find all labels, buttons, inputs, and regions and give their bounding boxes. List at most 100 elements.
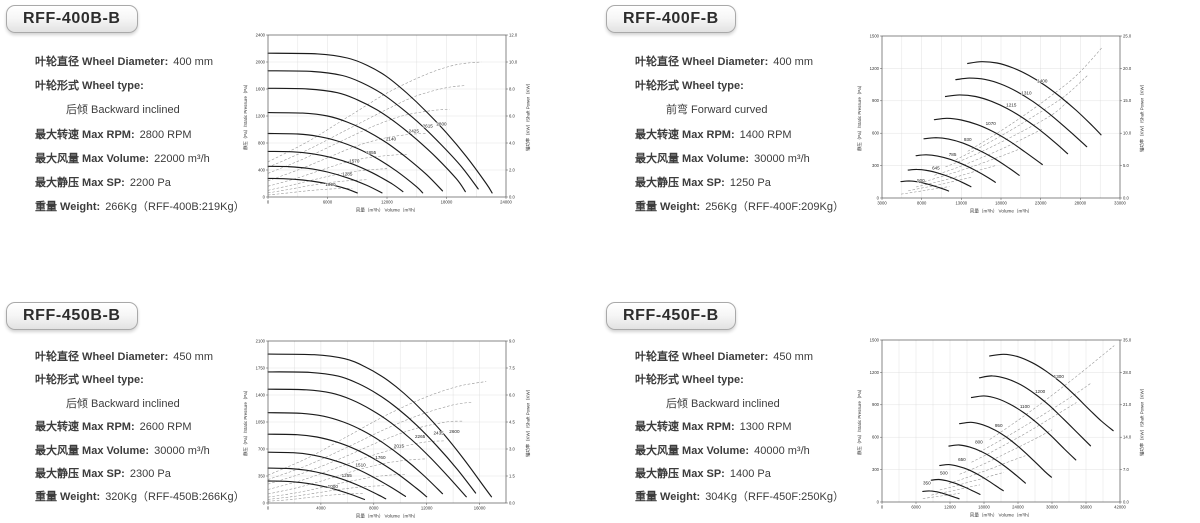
svg-text:2140: 2140 xyxy=(386,137,397,142)
svg-text:6000: 6000 xyxy=(911,505,921,510)
svg-text:1200: 1200 xyxy=(1035,389,1046,394)
svg-text:15.0: 15.0 xyxy=(1123,98,1132,103)
model-badge: RFF-400B-B xyxy=(6,5,138,33)
spec-wheel-type: 叶轮形式 Wheel type: xyxy=(35,80,144,93)
svg-text:8.0: 8.0 xyxy=(509,86,515,91)
svg-text:3000: 3000 xyxy=(877,201,887,206)
spec-list: 叶轮直径 Wheel Diameter: 450 mm 叶轮形式 Wheel ty… xyxy=(635,346,844,510)
spec-wheel-type-value: 前弯 Forward curved xyxy=(666,104,768,117)
svg-text:500: 500 xyxy=(917,178,925,183)
svg-text:0: 0 xyxy=(877,499,880,504)
spec-max-sp: 最大静压 Max SP: 2200 Pa xyxy=(35,177,171,190)
svg-text:2800: 2800 xyxy=(436,122,447,127)
svg-text:1000: 1000 xyxy=(328,484,339,489)
spec-wheel-type: 叶轮形式 Wheel type: xyxy=(635,374,744,387)
spec-max-sp: 最大静压 Max SP: 2300 Pa xyxy=(35,468,171,481)
svg-text:7.0: 7.0 xyxy=(1123,467,1129,472)
svg-text:23000: 23000 xyxy=(1035,201,1047,206)
svg-text:0: 0 xyxy=(263,500,266,505)
svg-text:28.0: 28.0 xyxy=(1123,370,1132,375)
svg-text:1760: 1760 xyxy=(375,455,386,460)
svg-text:1100: 1100 xyxy=(1020,404,1030,409)
svg-text:1310: 1310 xyxy=(1021,90,1032,95)
svg-text:18000: 18000 xyxy=(441,200,453,205)
svg-text:1400: 1400 xyxy=(1037,78,1048,83)
svg-text:1500: 1500 xyxy=(870,337,880,342)
svg-text:轴功率（KW）/Shaft Power（KW）: 轴功率（KW）/Shaft Power（KW） xyxy=(1139,82,1146,152)
model-badge: RFF-450B-B xyxy=(6,302,138,330)
svg-text:600: 600 xyxy=(872,435,880,440)
svg-text:35.0: 35.0 xyxy=(1123,337,1132,342)
svg-text:800: 800 xyxy=(258,140,266,145)
svg-text:6.0: 6.0 xyxy=(509,392,515,397)
svg-text:2265: 2265 xyxy=(415,434,426,439)
spec-wheel-diameter: 叶轮直径 Wheel Diameter: 400 mm xyxy=(635,56,813,68)
svg-text:7.5: 7.5 xyxy=(509,365,515,370)
svg-text:1200: 1200 xyxy=(870,66,880,71)
svg-text:4.5: 4.5 xyxy=(509,419,515,424)
svg-text:0.0: 0.0 xyxy=(1123,195,1129,200)
svg-text:0: 0 xyxy=(267,200,270,205)
performance-chart-rff-400f-b: 3000 8000 13000 18000 23000 28000 33000 0 300 600… xyxy=(852,28,1152,228)
svg-text:4.0: 4.0 xyxy=(509,140,515,145)
svg-text:轴功率（KW）/Shaft Power（KW）: 轴功率（KW）/Shaft Power（KW） xyxy=(525,81,532,151)
panel-rff-400f-b: RFF-400F-B 叶轮直径 Wheel Diameter: 400 mm 叶轮… xyxy=(600,0,1200,261)
svg-text:13000: 13000 xyxy=(955,201,967,206)
spec-list: 叶轮直径 Wheel Diameter: 400 mm 叶轮形式 Wheel ty… xyxy=(635,50,844,219)
svg-text:16000: 16000 xyxy=(474,506,486,511)
svg-text:1400: 1400 xyxy=(256,392,266,397)
svg-text:风量（m³/h） Volume（m³/h）: 风量（m³/h） Volume（m³/h） xyxy=(970,208,1033,215)
svg-text:8000: 8000 xyxy=(917,201,927,206)
svg-text:5.0: 5.0 xyxy=(1123,163,1129,168)
model-name: RFF-450F-B xyxy=(623,307,719,324)
svg-text:风量（m³/h） Volume（m³/h）: 风量（m³/h） Volume（m³/h） xyxy=(356,207,419,214)
spec-max-volume: 最大风量 Max Volume: 40000 m³/h xyxy=(635,444,810,457)
svg-text:1200: 1200 xyxy=(870,370,880,375)
spec-max-sp: 最大静压 Max SP: 1250 Pa xyxy=(635,177,771,190)
svg-text:400: 400 xyxy=(258,167,266,172)
svg-text:300: 300 xyxy=(872,163,880,168)
svg-text:0: 0 xyxy=(881,505,884,510)
svg-text:静压（Pa）/Static Pressure（Pa）: 静压（Pa）/Static Pressure（Pa） xyxy=(856,83,863,151)
spec-max-volume: 最大风量 Max Volume: 30000 m³/h xyxy=(635,152,810,165)
svg-text:12000: 12000 xyxy=(944,505,956,510)
svg-text:21.0: 21.0 xyxy=(1123,402,1132,407)
svg-text:1510: 1510 xyxy=(355,463,366,468)
svg-text:500: 500 xyxy=(940,471,948,476)
svg-text:风量（m³/h） Volume（m³/h）: 风量（m³/h） Volume（m³/h） xyxy=(356,513,419,520)
svg-text:1855: 1855 xyxy=(366,150,377,155)
svg-text:2600: 2600 xyxy=(449,429,460,434)
svg-text:静压（Pa）/Static Pressure（Pa）: 静压（Pa）/Static Pressure（Pa） xyxy=(856,387,863,455)
spec-weight: 重量 Weight: 304Kg（RFF-450F:250Kg） xyxy=(635,491,844,504)
svg-text:10.0: 10.0 xyxy=(509,59,518,64)
spec-max-rpm: 最大转速 Max RPM: 2600 RPM xyxy=(35,421,192,434)
svg-text:6.0: 6.0 xyxy=(509,113,515,118)
svg-text:1255: 1255 xyxy=(342,473,353,478)
svg-text:10.0: 10.0 xyxy=(1123,131,1132,136)
svg-text:3.0: 3.0 xyxy=(509,446,515,451)
svg-text:24000: 24000 xyxy=(1012,505,1024,510)
svg-text:645: 645 xyxy=(932,166,940,171)
svg-text:14.0: 14.0 xyxy=(1123,435,1132,440)
svg-text:2000: 2000 xyxy=(256,59,266,64)
svg-text:650: 650 xyxy=(958,457,966,462)
svg-text:0.0: 0.0 xyxy=(509,500,515,505)
svg-text:8000: 8000 xyxy=(369,506,379,511)
svg-text:1050: 1050 xyxy=(256,419,266,424)
svg-text:12000: 12000 xyxy=(421,506,433,511)
svg-text:1570: 1570 xyxy=(349,159,360,164)
spec-wheel-type: 叶轮形式 Wheel type: xyxy=(635,80,744,93)
svg-text:12.0: 12.0 xyxy=(509,32,518,37)
svg-text:12000: 12000 xyxy=(381,200,393,205)
svg-text:350: 350 xyxy=(258,473,266,478)
svg-text:18000: 18000 xyxy=(995,201,1007,206)
spec-wheel-type-value: 后倾 Backward inclined xyxy=(666,397,780,410)
svg-text:风量（m³/h） Volume（m³/h）: 风量（m³/h） Volume（m³/h） xyxy=(970,512,1033,519)
svg-text:930: 930 xyxy=(964,137,972,142)
svg-text:0: 0 xyxy=(877,195,880,200)
svg-text:25.0: 25.0 xyxy=(1123,33,1132,38)
svg-text:1600: 1600 xyxy=(256,86,266,91)
svg-text:4000: 4000 xyxy=(316,506,326,511)
panel-rff-450b-b: RFF-450B-B 叶轮直径 Wheel Diameter: 450 mm 叶轮… xyxy=(0,261,600,522)
svg-text:42000: 42000 xyxy=(1114,505,1126,510)
